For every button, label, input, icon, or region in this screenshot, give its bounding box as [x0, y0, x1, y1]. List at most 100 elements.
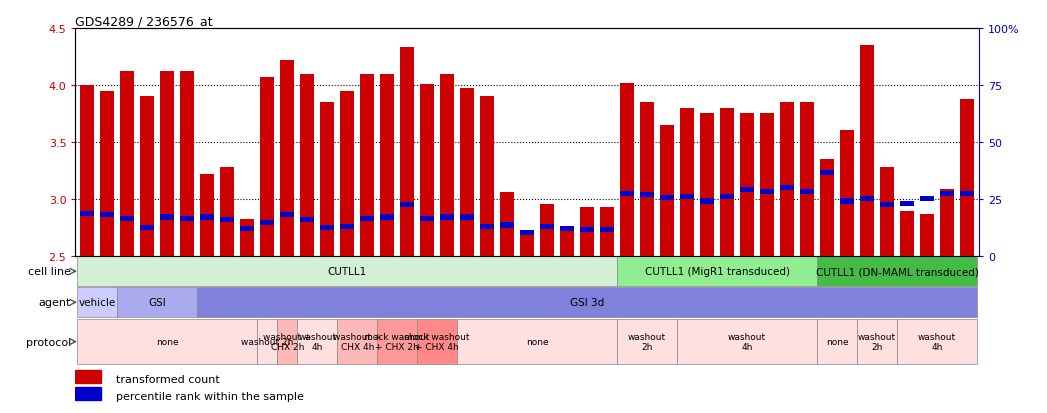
- Bar: [140, 97, 154, 256]
- Bar: [879, 168, 894, 256]
- Text: GDS4289 / 236576_at: GDS4289 / 236576_at: [75, 15, 213, 28]
- Bar: [320, 225, 334, 230]
- Bar: [261, 78, 274, 256]
- Bar: [300, 74, 314, 256]
- Bar: [500, 223, 514, 228]
- Bar: [580, 228, 594, 233]
- Bar: [840, 199, 854, 204]
- Text: protocol: protocol: [25, 337, 71, 347]
- Bar: [297, 319, 337, 365]
- Bar: [241, 226, 254, 231]
- Bar: [81, 211, 94, 216]
- Bar: [800, 103, 814, 256]
- Bar: [681, 108, 694, 256]
- Bar: [800, 190, 814, 195]
- Text: GSI: GSI: [149, 297, 166, 308]
- Bar: [960, 99, 974, 256]
- Bar: [720, 195, 734, 199]
- Bar: [380, 215, 395, 220]
- Bar: [140, 225, 154, 230]
- Bar: [481, 97, 494, 256]
- Text: agent: agent: [39, 297, 71, 308]
- Bar: [440, 74, 454, 256]
- Bar: [101, 213, 114, 218]
- Bar: [458, 319, 617, 365]
- Text: mock washout
+ CHX 4h: mock washout + CHX 4h: [404, 332, 470, 351]
- Bar: [660, 126, 674, 256]
- Bar: [380, 74, 395, 256]
- Bar: [617, 256, 817, 287]
- Text: none: none: [826, 337, 848, 346]
- Bar: [780, 185, 794, 190]
- Bar: [780, 103, 794, 256]
- Text: washout
2h: washout 2h: [857, 332, 896, 351]
- Bar: [400, 202, 415, 207]
- Bar: [857, 319, 897, 365]
- Bar: [820, 159, 834, 256]
- Bar: [617, 319, 677, 365]
- Bar: [200, 174, 215, 256]
- Bar: [180, 216, 195, 221]
- Bar: [620, 83, 634, 256]
- Text: none: none: [156, 337, 179, 346]
- Bar: [560, 231, 574, 256]
- Text: vehicle: vehicle: [79, 297, 116, 308]
- Bar: [817, 256, 977, 287]
- Bar: [940, 189, 954, 256]
- Bar: [160, 215, 175, 220]
- Bar: [200, 215, 215, 220]
- Bar: [258, 319, 277, 365]
- Bar: [461, 215, 474, 220]
- Bar: [420, 85, 435, 256]
- Bar: [860, 46, 874, 256]
- Text: transformed count: transformed count: [116, 374, 220, 384]
- Bar: [700, 199, 714, 204]
- Bar: [420, 216, 435, 221]
- Bar: [320, 103, 334, 256]
- Bar: [920, 214, 934, 256]
- Bar: [75, 370, 101, 383]
- Text: mock washout
+ CHX 2h: mock washout + CHX 2h: [364, 332, 430, 351]
- Bar: [160, 72, 175, 256]
- Text: cell line: cell line: [28, 266, 71, 277]
- Bar: [360, 216, 374, 221]
- Text: washout
4h: washout 4h: [918, 332, 956, 351]
- Bar: [117, 287, 197, 317]
- Bar: [640, 103, 654, 256]
- Text: washout +
CHX 4h: washout + CHX 4h: [333, 332, 381, 351]
- Bar: [920, 197, 934, 202]
- Bar: [740, 114, 754, 256]
- Bar: [817, 319, 857, 365]
- Text: washout
4h: washout 4h: [728, 332, 766, 351]
- Bar: [417, 319, 458, 365]
- Bar: [377, 319, 417, 365]
- Bar: [897, 319, 977, 365]
- Bar: [360, 74, 374, 256]
- Bar: [481, 224, 494, 229]
- Bar: [281, 61, 294, 256]
- Bar: [120, 72, 134, 256]
- Text: CUTLL1: CUTLL1: [328, 266, 366, 277]
- Bar: [677, 319, 817, 365]
- Bar: [300, 217, 314, 222]
- Bar: [520, 233, 534, 256]
- Bar: [81, 85, 94, 256]
- Bar: [277, 319, 297, 365]
- Text: GSI 3d: GSI 3d: [570, 297, 604, 308]
- Bar: [620, 191, 634, 196]
- Bar: [500, 192, 514, 256]
- Bar: [960, 191, 974, 196]
- Bar: [760, 190, 774, 195]
- Bar: [740, 188, 754, 193]
- Bar: [77, 287, 117, 317]
- Bar: [900, 201, 914, 206]
- Bar: [820, 171, 834, 176]
- Bar: [400, 48, 415, 256]
- Bar: [281, 213, 294, 218]
- Bar: [840, 131, 854, 256]
- Bar: [197, 287, 977, 317]
- Bar: [337, 319, 377, 365]
- Bar: [540, 205, 554, 256]
- Bar: [700, 114, 714, 256]
- Bar: [440, 215, 454, 220]
